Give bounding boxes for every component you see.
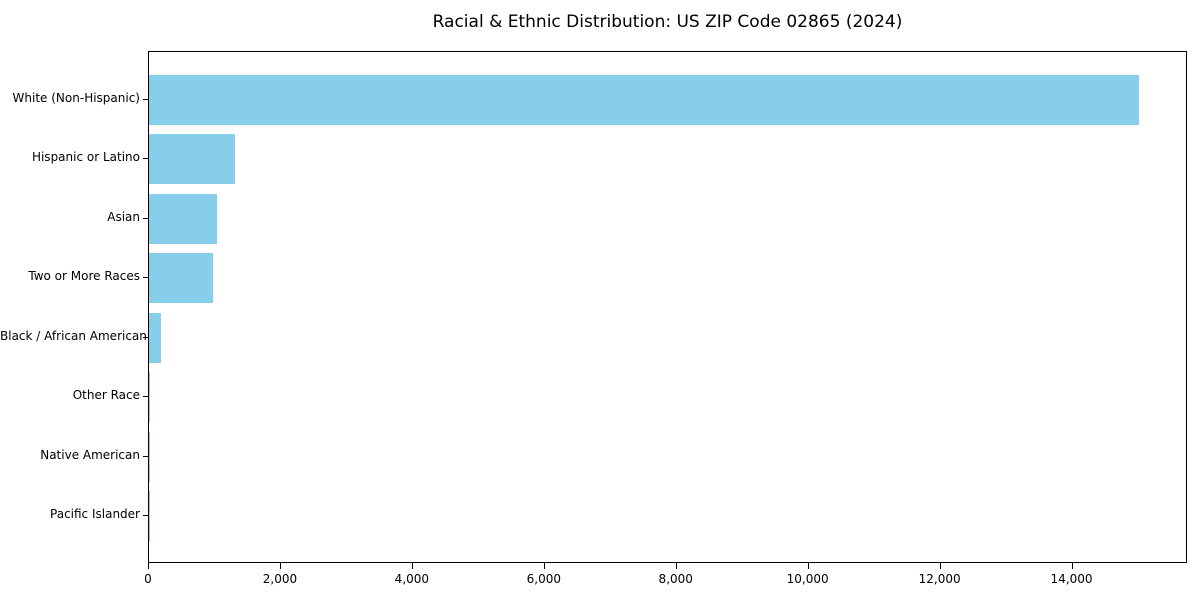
y-axis-label: Pacific Islander [50, 507, 140, 521]
x-tick-mark [543, 563, 545, 569]
y-axis-label: Two or More Races [28, 269, 140, 284]
x-tick-label: 10,000 [786, 572, 829, 586]
x-tick-mark [1071, 563, 1073, 569]
bar [149, 75, 1139, 125]
bar [149, 372, 151, 423]
x-tick-mark [279, 563, 281, 569]
x-tick-label: 0 [144, 572, 152, 586]
y-tick-mark [143, 217, 148, 219]
bar [149, 193, 217, 244]
y-axis-label: Native American [40, 447, 140, 462]
y-axis-label: Other Race [72, 388, 140, 403]
y-axis-label: Black / African American [0, 328, 147, 343]
y-axis-label: Hispanic or Latino [31, 150, 140, 165]
x-tick-mark [148, 563, 149, 569]
x-tick-mark [675, 563, 677, 569]
y-axis-label: Asian [107, 209, 140, 224]
bar [149, 134, 235, 185]
x-tick-label: 6,000 [526, 572, 561, 586]
x-tick-label: 8,000 [658, 572, 693, 586]
x-tick-label: 12,000 [918, 572, 961, 586]
bar [149, 253, 213, 304]
y-axis-label: White (Non-Hispanic) [12, 91, 140, 105]
x-tick-label: 2,000 [262, 572, 298, 586]
bar [149, 312, 161, 363]
x-tick-mark [807, 563, 809, 569]
y-tick-mark [143, 396, 148, 398]
y-tick-mark [143, 515, 148, 516]
x-tick-mark [411, 563, 413, 569]
plot-area [148, 51, 1187, 563]
x-tick-label: 14,000 [1050, 572, 1093, 586]
y-tick-mark [143, 99, 148, 100]
x-tick-mark [939, 563, 941, 569]
x-tick-label: 4,000 [394, 572, 430, 586]
y-tick-mark [143, 336, 148, 338]
y-tick-mark [143, 277, 148, 279]
chart-title: Racial & Ethnic Distribution: US ZIP Cod… [432, 12, 903, 32]
bar [149, 431, 150, 482]
y-tick-mark [143, 455, 148, 457]
y-tick-mark [143, 158, 148, 160]
